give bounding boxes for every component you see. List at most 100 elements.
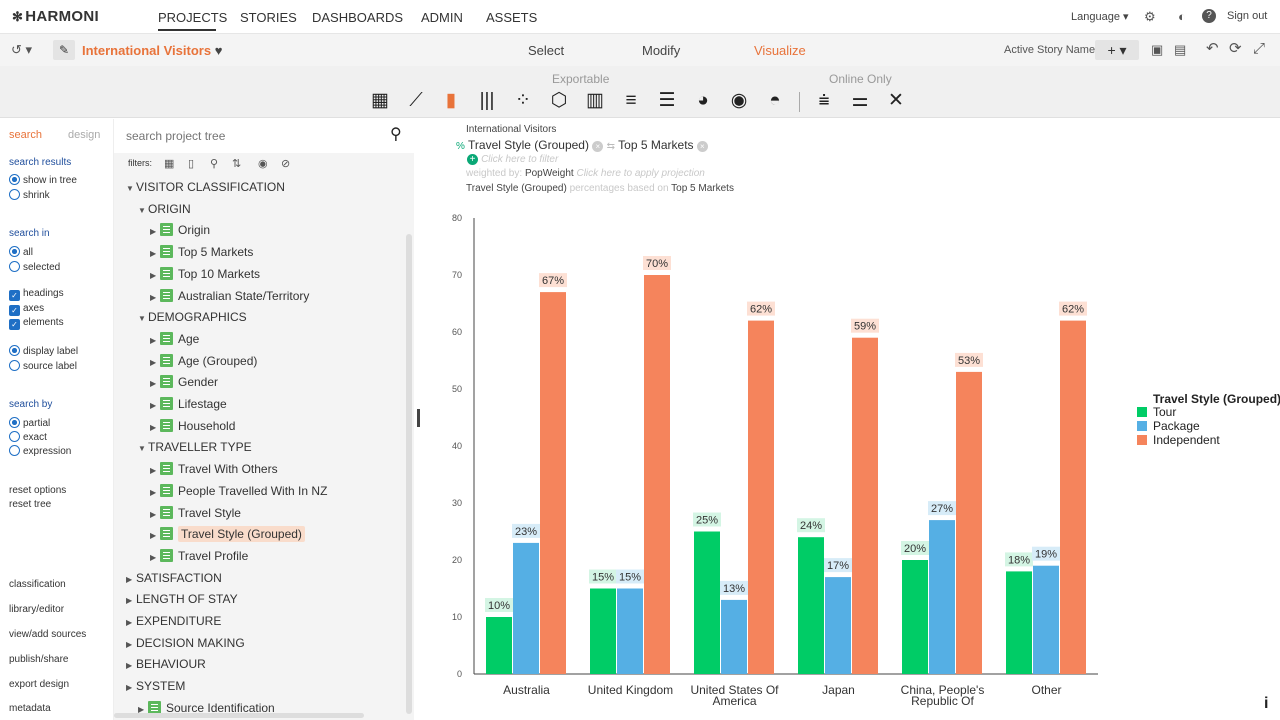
axes-checkbox[interactable]: ✓ axes bbox=[9, 303, 44, 316]
radio-selected[interactable] bbox=[9, 345, 20, 356]
radio[interactable] bbox=[9, 431, 20, 442]
collapsed-arrow-icon[interactable]: ▶ bbox=[150, 401, 157, 410]
remove-row-icon[interactable]: × bbox=[592, 141, 604, 152]
filter-placeholder[interactable]: Click here to filter bbox=[481, 154, 559, 165]
add-story-button[interactable]: + ▾ bbox=[1095, 40, 1139, 60]
tree-heading[interactable]: ▶ DECISION MAKING bbox=[126, 636, 245, 650]
expanded-arrow-icon[interactable]: ▼ bbox=[138, 205, 146, 215]
undo-icon[interactable]: ↶ bbox=[1206, 40, 1219, 57]
collapsed-arrow-icon[interactable]: ▶ bbox=[126, 618, 133, 627]
tree-item[interactable]: ▶ Age bbox=[150, 331, 199, 346]
splitter-handle[interactable] bbox=[417, 409, 420, 427]
radio[interactable] bbox=[9, 189, 20, 200]
design-tab[interactable]: design bbox=[68, 129, 101, 141]
gauge-icon[interactable]: ◓ bbox=[769, 90, 781, 111]
checkbox-checked-icon[interactable]: ✓ bbox=[9, 290, 20, 301]
weight-variable[interactable]: PopWeight bbox=[524, 168, 574, 179]
headings-checkbox[interactable]: ✓ headings bbox=[9, 288, 64, 301]
radio[interactable] bbox=[9, 360, 20, 371]
edit-icon[interactable]: ✎ bbox=[53, 40, 75, 60]
tree-item[interactable]: ▶ Travel Style bbox=[150, 505, 241, 520]
language-dropdown[interactable]: Language ▾ bbox=[1071, 11, 1129, 23]
favorite-heart-icon[interactable]: ♥ bbox=[214, 43, 223, 58]
projection-placeholder[interactable]: Click here to apply projection bbox=[576, 168, 705, 179]
display-label-option[interactable]: display label bbox=[9, 345, 78, 357]
radio-selected[interactable] bbox=[9, 417, 20, 428]
collapsed-arrow-icon[interactable]: ▶ bbox=[126, 596, 133, 606]
collapsed-arrow-icon[interactable]: ▶ bbox=[150, 531, 157, 541]
view-add-sources-link[interactable]: view/add sources bbox=[9, 629, 87, 640]
elements-checkbox[interactable]: ✓ elements bbox=[9, 317, 64, 330]
tree-heading[interactable]: ▼ ORIGIN bbox=[138, 202, 191, 216]
fullscreen-icon[interactable]: ⤢ bbox=[1253, 40, 1266, 57]
collapsed-arrow-icon[interactable]: ▶ bbox=[150, 379, 157, 389]
refresh-icon[interactable]: ⟳ bbox=[1229, 40, 1242, 57]
tree-heading[interactable]: ▶ EXPENDITURE bbox=[126, 614, 221, 628]
nav-assets[interactable]: ASSETS bbox=[486, 10, 538, 25]
tree-item[interactable]: ▶ Travel With Others bbox=[150, 462, 278, 476]
active-story-name[interactable]: Active Story Name bbox=[1004, 44, 1096, 56]
search-tab[interactable]: search bbox=[9, 129, 43, 141]
expanded-arrow-icon[interactable]: ▼ bbox=[138, 444, 146, 454]
mode-select[interactable]: Select bbox=[528, 43, 565, 58]
contrast-icon[interactable]: ◐ bbox=[1178, 9, 1186, 24]
collapsed-arrow-icon[interactable]: ▶ bbox=[150, 509, 157, 519]
tree-item[interactable]: ▶ Gender bbox=[150, 375, 218, 389]
collapsed-arrow-icon[interactable]: ▶ bbox=[150, 357, 157, 367]
nav-projects[interactable]: PROJECTS bbox=[158, 10, 228, 25]
percent-indicator[interactable]: % bbox=[456, 141, 465, 152]
filter-table-icon[interactable]: ▦ bbox=[164, 158, 175, 170]
nav-admin[interactable]: ADMIN bbox=[421, 10, 463, 25]
search-in-all-option[interactable]: all bbox=[9, 246, 33, 258]
add-filter-icon[interactable]: + bbox=[467, 154, 478, 165]
radar-icon[interactable]: ⬡ bbox=[550, 90, 568, 111]
shrink-option[interactable]: shrink bbox=[9, 189, 50, 201]
stacked-bar-icon[interactable]: ||| bbox=[479, 90, 495, 111]
search-icon[interactable]: ⚲ bbox=[390, 126, 402, 143]
radio-selected[interactable] bbox=[9, 246, 20, 257]
swap-icon[interactable]: ⇆ bbox=[606, 141, 616, 152]
brain-icon[interactable]: ⚙ bbox=[1144, 9, 1156, 24]
collapsed-arrow-icon[interactable]: ▶ bbox=[150, 292, 157, 302]
history-icon[interactable]: ↺ ▾ bbox=[11, 42, 33, 57]
partial-option[interactable]: partial bbox=[9, 417, 50, 429]
collapsed-arrow-icon[interactable]: ▶ bbox=[150, 487, 157, 497]
tree-heading[interactable]: ▶ SATISFACTION bbox=[126, 571, 222, 585]
tree-item[interactable]: ▶ Household bbox=[150, 418, 235, 433]
stacked-horizontal-icon[interactable]: ☰ bbox=[658, 90, 676, 111]
expression-option[interactable]: expression bbox=[9, 445, 71, 457]
funnel-icon[interactable]: ⩧ bbox=[818, 90, 830, 111]
tree-item[interactable]: ▶ Top 5 Markets bbox=[150, 245, 253, 259]
collapsed-arrow-icon[interactable]: ▶ bbox=[150, 552, 157, 562]
expanded-arrow-icon[interactable]: ▼ bbox=[138, 314, 146, 324]
horizontal-bar-icon[interactable]: ≡ bbox=[625, 90, 637, 111]
powerpoint-icon[interactable]: ▤ bbox=[1174, 42, 1187, 57]
tree-heading[interactable]: ▼ DEMOGRAPHICS bbox=[138, 310, 247, 324]
brand-logo[interactable]: ✻ HARMONI bbox=[12, 8, 99, 25]
mode-modify[interactable]: Modify bbox=[642, 43, 681, 58]
info-icon[interactable]: i bbox=[1264, 695, 1269, 712]
tree-heading[interactable]: ▼ TRAVELLER TYPE bbox=[138, 440, 252, 454]
filter-sort-icon[interactable]: ⇅ bbox=[232, 158, 242, 170]
tree-item[interactable]: ▶ Australian State/Territory bbox=[150, 288, 309, 303]
radio[interactable] bbox=[9, 261, 20, 272]
tree-horizontal-scrollbar[interactable] bbox=[114, 713, 364, 718]
exact-option[interactable]: exact bbox=[9, 431, 47, 443]
panel-splitter[interactable] bbox=[414, 119, 424, 720]
collapsed-arrow-icon[interactable]: ▶ bbox=[150, 466, 157, 476]
tree-heading[interactable]: ▶ BEHAVIOUR bbox=[126, 657, 206, 671]
checkbox-checked-icon[interactable]: ✓ bbox=[9, 319, 20, 330]
collapsed-arrow-icon[interactable]: ▶ bbox=[150, 227, 157, 237]
tree-item[interactable]: ▶ Top 10 Markets bbox=[150, 266, 260, 281]
collapsed-arrow-icon[interactable]: ▶ bbox=[150, 270, 157, 280]
tree-item[interactable]: ▶ People Travelled With In NZ bbox=[150, 483, 327, 498]
metadata-link[interactable]: metadata bbox=[9, 703, 51, 714]
nav-stories[interactable]: STORIES bbox=[240, 10, 297, 25]
search-input[interactable] bbox=[126, 126, 376, 146]
tree-item[interactable]: ▶ Travel Profile bbox=[150, 548, 248, 563]
scatter-icon[interactable]: ⁘ bbox=[515, 90, 531, 111]
library-editor-link[interactable]: library/editor bbox=[9, 604, 65, 615]
expanded-arrow-icon[interactable]: ▼ bbox=[126, 184, 134, 193]
source-label-option[interactable]: source label bbox=[9, 360, 77, 372]
tree-heading[interactable]: ▶ SYSTEM bbox=[126, 679, 185, 693]
